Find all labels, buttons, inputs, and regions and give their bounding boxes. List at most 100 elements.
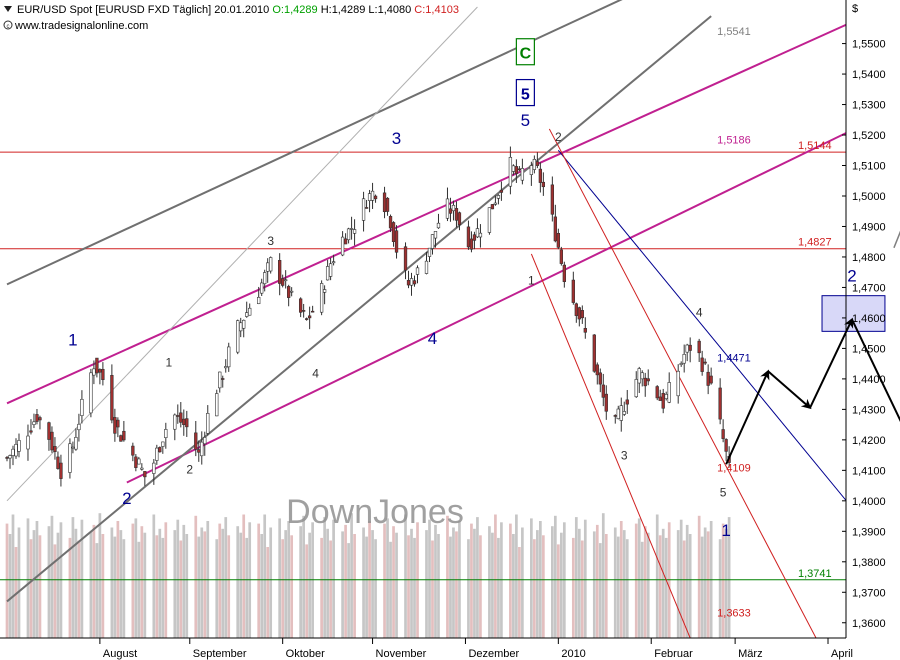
y-tick-label: 1,3600 [852, 618, 886, 630]
wave-label: 3 [267, 234, 274, 248]
candle-body [499, 189, 504, 193]
volume-bar [245, 537, 249, 638]
volume-bar [299, 526, 302, 638]
currency-label: $ [852, 3, 858, 15]
candle-body [448, 208, 453, 214]
volume-bar [53, 544, 57, 638]
candle-body [331, 261, 336, 264]
candle-body [173, 414, 177, 430]
wave-label: 4 [428, 329, 437, 348]
y-tick-label: 1,4200 [852, 435, 886, 447]
level-label: 1,5144 [798, 140, 832, 152]
volume-bar [613, 527, 617, 638]
candle-body [385, 197, 390, 212]
candle-body [427, 247, 432, 257]
trend-line [6, 23, 846, 405]
volume-bar [143, 532, 147, 638]
candle-body [634, 379, 638, 398]
candle-body [322, 289, 327, 293]
volume-bar [284, 530, 288, 638]
volume-bar [706, 531, 710, 638]
header-high: H:1,4289 [321, 4, 366, 16]
volume-bar [68, 537, 72, 638]
volume-bar [727, 517, 731, 638]
volume-bar [703, 527, 707, 638]
volume-bar [470, 523, 473, 638]
candle-body [182, 418, 186, 425]
candle-body [179, 412, 183, 423]
candle-body [616, 408, 620, 420]
volume-bar [491, 532, 494, 638]
price-annotation: 1,3633 [717, 608, 751, 620]
candle-body [367, 193, 372, 201]
candle-body [8, 455, 12, 459]
volume-bar [218, 523, 222, 638]
volume-bar [278, 518, 282, 638]
volume-bar [386, 518, 389, 638]
candle-body [185, 418, 189, 428]
candle-body [298, 298, 303, 313]
volume-bar [89, 531, 93, 638]
volume-bar [604, 534, 608, 638]
candle-body [11, 448, 15, 456]
volume-bar [407, 535, 410, 638]
y-tick-label: 1,4800 [852, 252, 886, 264]
volume-bar [449, 536, 452, 638]
volume-bar [574, 517, 578, 638]
volume-bar [14, 547, 18, 638]
volume-bar [676, 530, 680, 638]
candle-body [352, 229, 357, 234]
watermark: DownJones [286, 493, 464, 531]
wave-label: 3 [621, 449, 628, 463]
candle-body [625, 399, 629, 405]
chevron-down-icon[interactable] [4, 6, 12, 12]
volume-bar [664, 537, 668, 638]
trend-line [6, 0, 623, 286]
trend-line [530, 253, 691, 638]
candle-body [472, 234, 477, 241]
wave-label: 5 [521, 111, 530, 130]
trend-line [6, 15, 712, 603]
volume-bar [158, 528, 162, 638]
volume-bar [577, 528, 581, 638]
volume-bar [242, 514, 246, 638]
candle-body [637, 368, 641, 384]
volume-bar [550, 526, 554, 638]
volume-bar [119, 530, 123, 638]
svg-text:c: c [7, 24, 10, 30]
candle-body [5, 457, 9, 459]
candle-body [406, 280, 411, 286]
volume-bar [98, 513, 102, 638]
x-tick-label: August [103, 648, 137, 660]
candle-body [667, 382, 671, 403]
candle-body [640, 372, 644, 380]
volume-bar [8, 534, 12, 638]
volume-bar [583, 519, 587, 638]
candle-body [490, 204, 495, 210]
y-tick-label: 1,5200 [852, 130, 886, 142]
wave-label: 4 [696, 305, 703, 319]
candle-body [529, 165, 534, 175]
trend-line [557, 149, 846, 502]
volume-bar [5, 523, 9, 638]
volume-bar [512, 534, 515, 638]
wave-label: 2 [122, 489, 131, 508]
volume-bar [536, 530, 539, 638]
candle-body [134, 456, 138, 468]
volume-bar [140, 526, 144, 638]
candle-body [152, 462, 156, 474]
candle-body [260, 282, 264, 294]
volume-bar [176, 519, 180, 638]
candle-body [706, 371, 710, 386]
x-tick-label: November [376, 648, 427, 660]
candlesticks [5, 146, 731, 487]
candle-body [53, 446, 57, 452]
candle-body [278, 260, 282, 284]
volume-bar [559, 532, 563, 638]
y-tick-label: 1,5000 [852, 191, 886, 203]
volume-bar [431, 540, 434, 638]
candle-body [532, 159, 537, 170]
candle-body [538, 168, 543, 183]
candle-body [514, 166, 519, 174]
candle-body [562, 264, 566, 282]
